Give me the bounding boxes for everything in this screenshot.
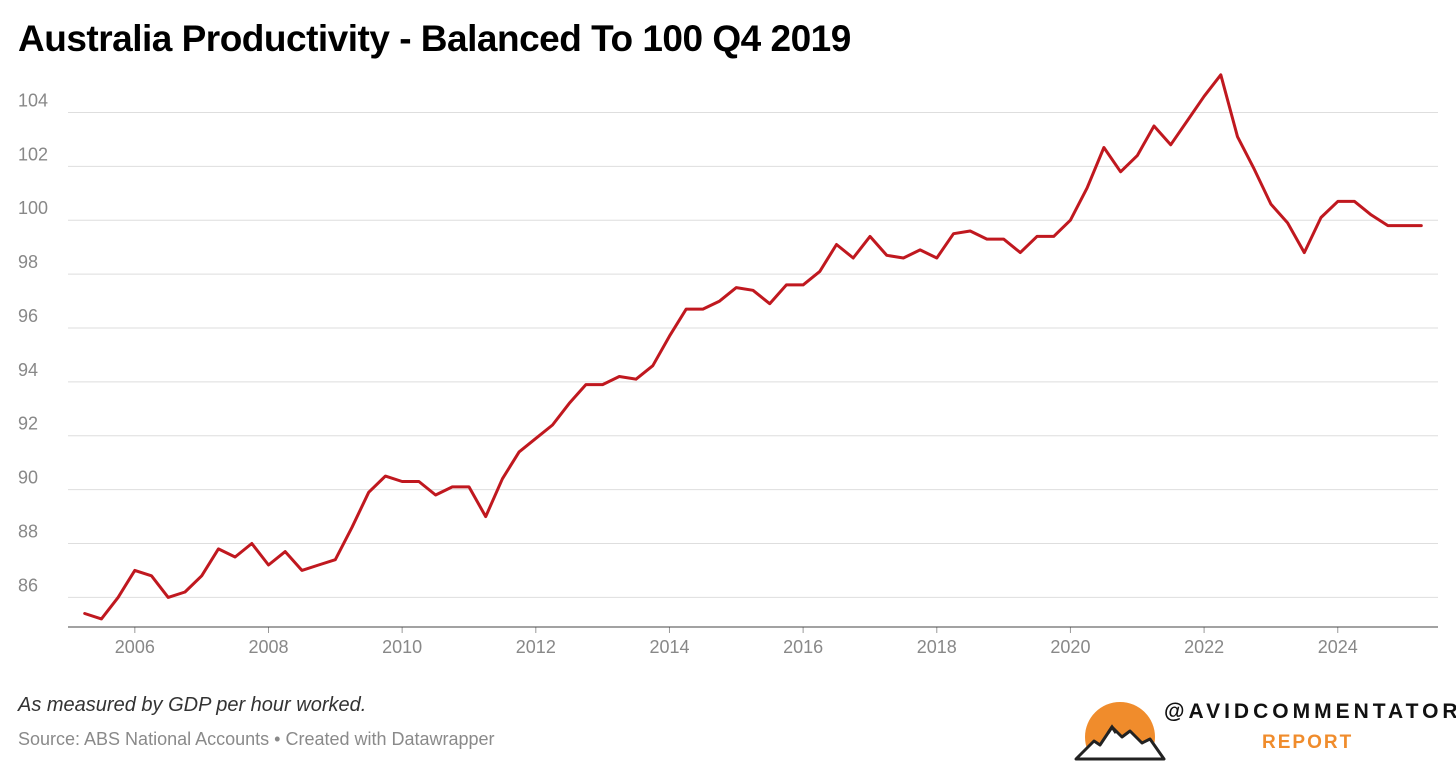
- chart-note: As measured by GDP per hour worked.: [18, 694, 367, 716]
- y-tick-label: 98: [18, 252, 38, 272]
- x-tick-label: 2018: [917, 637, 957, 657]
- x-tick-label: 2008: [248, 637, 288, 657]
- brand-report: REPORT: [1262, 732, 1354, 753]
- y-axis-ticks: 86 88 90 92 94 96 98 100 102 104: [18, 90, 48, 595]
- x-axis-ticks: 2006 2008 2010 2012 2014 2016 2018 2020 2022 2024: [68, 626, 1438, 657]
- y-tick-label: 86: [18, 575, 38, 595]
- chart-title: Australia Productivity - Balanced To 100…: [18, 18, 851, 59]
- x-tick-label: 2012: [516, 637, 556, 657]
- gridlines: [68, 111, 1438, 598]
- y-tick-label: 88: [18, 521, 38, 541]
- series-line: [83, 73, 1423, 621]
- x-tick-label: 2014: [649, 637, 689, 657]
- y-tick-label: 90: [18, 468, 38, 488]
- brand-handle: @AVIDCOMMENTATOR: [1164, 700, 1456, 723]
- y-tick-label: 96: [18, 306, 38, 326]
- brand-logo: [1072, 702, 1172, 763]
- x-tick-label: 2016: [783, 637, 823, 657]
- y-tick-label: 100: [18, 198, 48, 218]
- y-tick-label: 104: [18, 90, 48, 110]
- y-tick-label: 102: [18, 144, 48, 164]
- series: [83, 73, 1423, 621]
- x-tick-label: 2022: [1184, 637, 1224, 657]
- line-chart: 86 88 90 92 94 96 98 100 102 104 2006 2008 2010 2012…: [18, 73, 1438, 657]
- x-tick-label: 2010: [382, 637, 422, 657]
- y-tick-label: 92: [18, 414, 38, 434]
- x-tick-label: 2020: [1050, 637, 1090, 657]
- mountain-icon: [1074, 725, 1166, 761]
- x-tick-label: 2024: [1318, 637, 1358, 657]
- x-tick-label: 2006: [115, 637, 155, 657]
- chart-source: Source: ABS National Accounts • Created …: [18, 729, 495, 749]
- y-tick-label: 94: [18, 360, 38, 380]
